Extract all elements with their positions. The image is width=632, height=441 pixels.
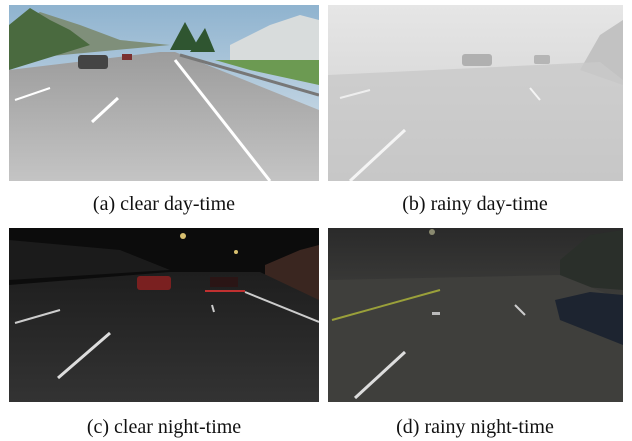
caption: (c) clear night-time (87, 416, 241, 438)
image-clear-day (9, 5, 319, 181)
image-rainy-day (328, 5, 623, 181)
caption: (a) clear day-time (93, 193, 235, 215)
caption: (d) rainy night-time (396, 416, 554, 438)
image-clear-night (9, 228, 319, 402)
image-rainy-night (328, 228, 623, 402)
caption: (b) rainy day-time (402, 193, 548, 215)
